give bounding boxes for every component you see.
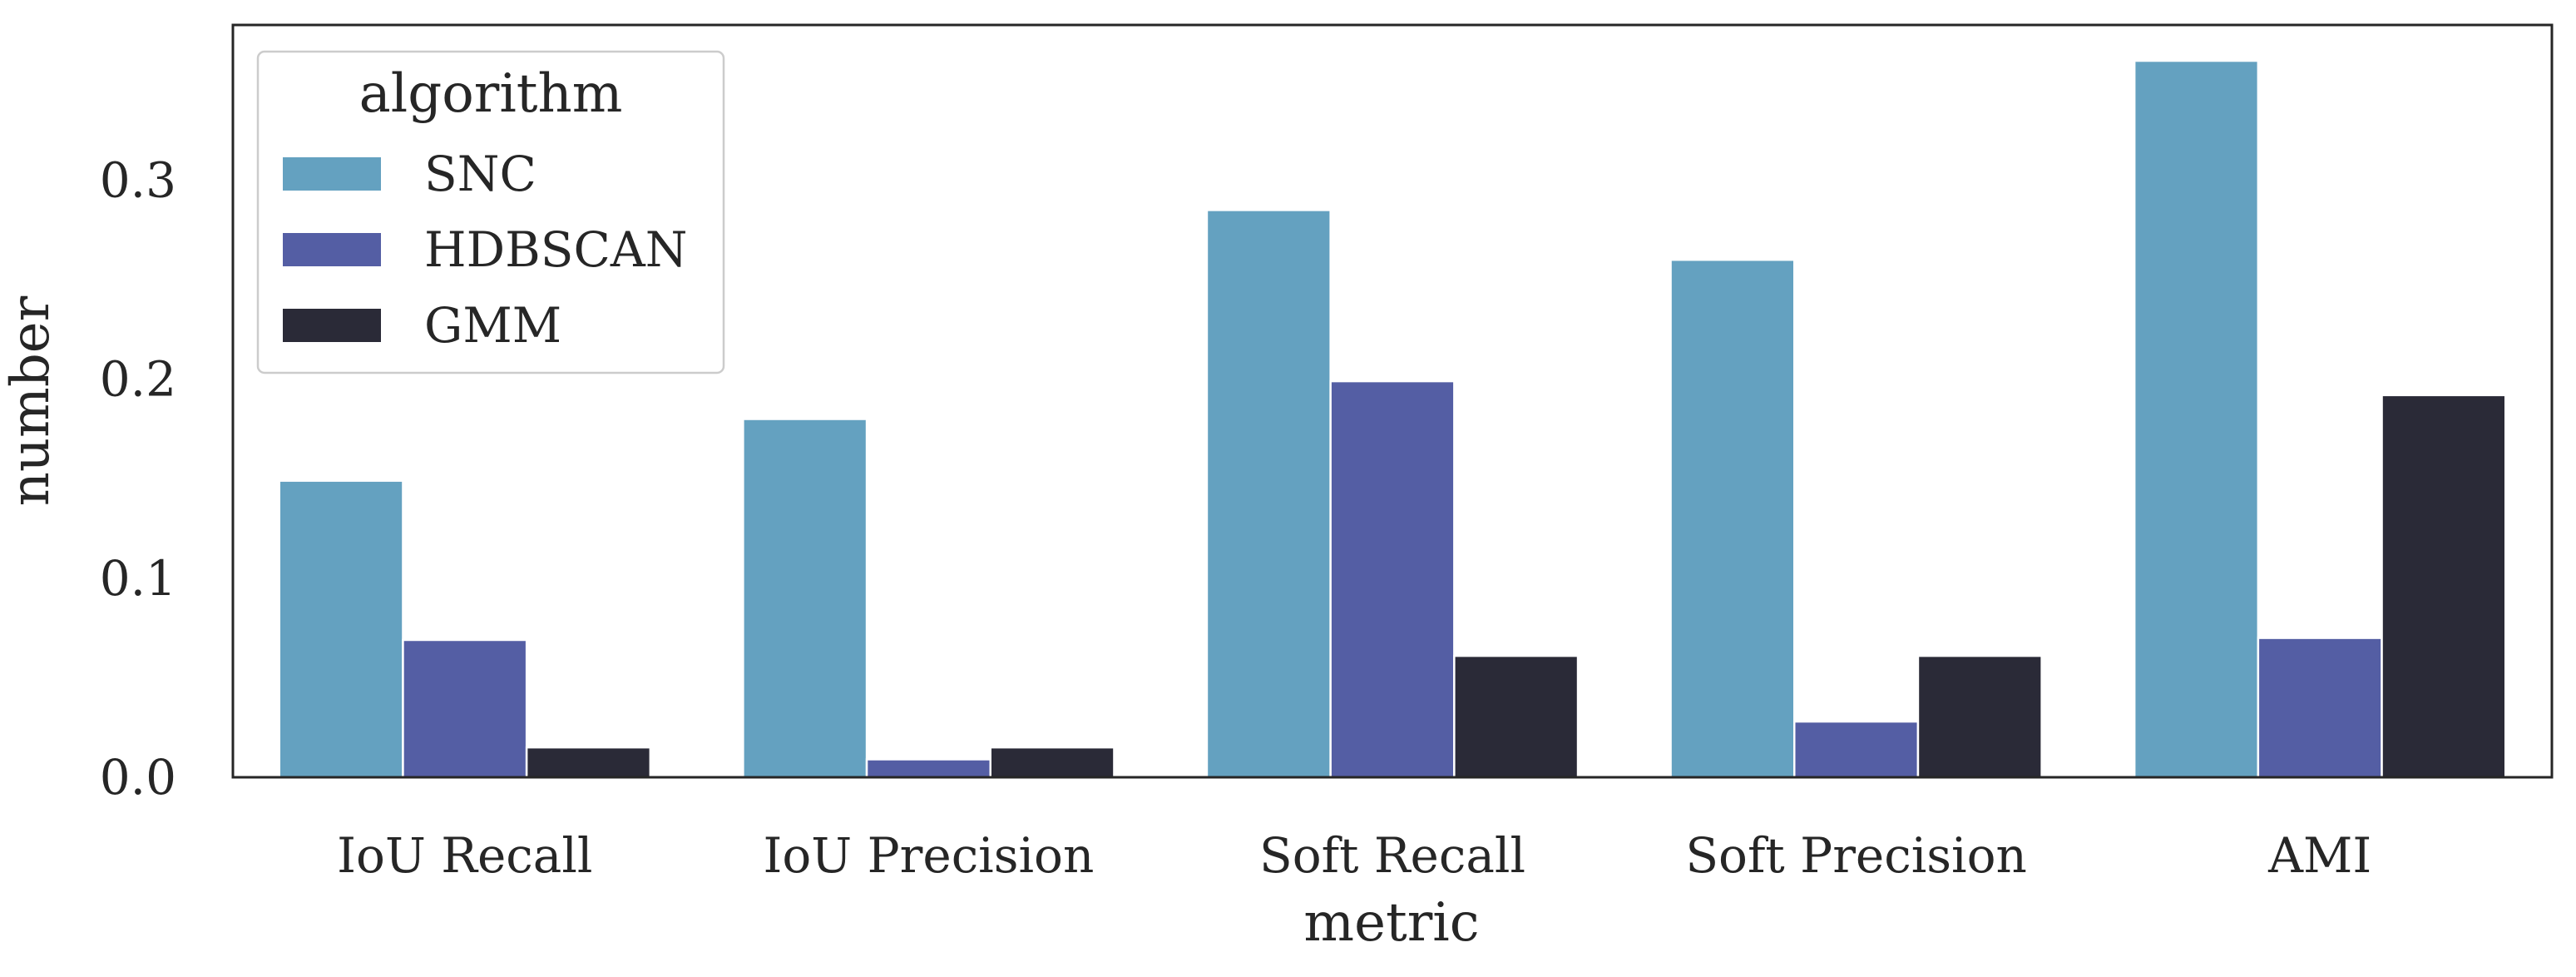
y-axis-label: number — [0, 295, 62, 506]
legend-swatch-hdbscan — [283, 233, 381, 266]
plot-frame — [231, 23, 2554, 779]
y-axis-ticks: 0.0 0.1 0.2 0.3 — [100, 152, 176, 806]
legend-title: algorithm — [359, 63, 623, 125]
legend-swatch-gmm — [283, 309, 381, 342]
legend: algorithm SNC HDBSCAN GMM — [256, 50, 725, 374]
y-tick-label: 0.3 — [100, 152, 176, 209]
legend-label-gmm: GMM — [424, 297, 561, 354]
bar-gmm-2 — [1453, 654, 1580, 779]
x-tick-label: Soft Precision — [1685, 827, 2027, 884]
bar-snc-3 — [1669, 258, 1796, 779]
legend-label-hdbscan: HDBSCAN — [424, 221, 687, 278]
bar-hdbscan-3 — [1793, 720, 1920, 779]
bar-snc-4 — [2133, 59, 2260, 779]
bar-snc-1 — [742, 418, 868, 779]
bar-gmm-3 — [1916, 654, 2043, 779]
bar-hdbscan-0 — [402, 638, 528, 779]
bar-hdbscan-2 — [1329, 379, 1456, 779]
bar-gmm-1 — [989, 746, 1115, 779]
bar-snc-0 — [278, 479, 404, 779]
bar-hdbscan-1 — [865, 758, 991, 779]
y-tick-label: 0.2 — [100, 351, 176, 408]
legend-swatch-snc — [283, 157, 381, 191]
legend-frame — [256, 50, 725, 374]
bar-snc-2 — [1205, 209, 1332, 779]
x-tick-label: AMI — [2267, 827, 2371, 884]
bar-gmm-4 — [2381, 394, 2507, 779]
legend-items: SNC HDBSCAN GMM — [283, 146, 687, 354]
x-tick-label: Soft Recall — [1259, 827, 1525, 884]
y-tick-label: 0.1 — [100, 550, 176, 607]
x-tick-label: IoU Recall — [337, 827, 592, 884]
x-axis-label: metric — [1303, 892, 1479, 954]
y-tick-label: 0.0 — [100, 749, 176, 806]
bar-hdbscan-4 — [2257, 637, 2383, 779]
x-tick-label: IoU Precision — [763, 827, 1094, 884]
x-axis-ticks: IoU Recall IoU Precision Soft Recall Soft P… — [337, 827, 2371, 884]
bar-gmm-0 — [525, 746, 652, 779]
legend-label-snc: SNC — [424, 146, 536, 202]
bars-layer — [278, 59, 2507, 779]
